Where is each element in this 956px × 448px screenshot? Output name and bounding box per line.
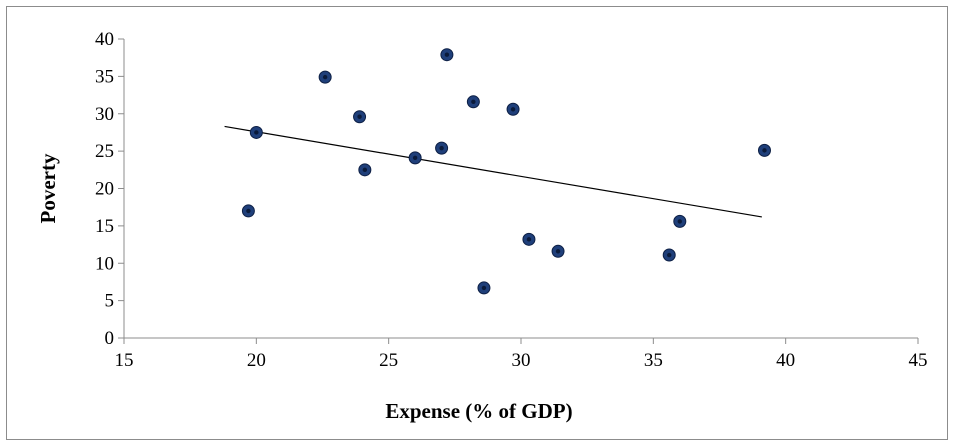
data-point [477,281,491,295]
data-point [551,244,565,258]
data-point [353,110,367,124]
data-point-center [412,155,418,161]
data-point-center [362,167,368,173]
data-point-center [357,114,362,119]
data-point-center [555,249,561,254]
data-point [673,214,687,228]
y-tick-label: 10 [95,253,114,274]
y-axis-title: Poverty [36,153,60,223]
x-tick-label: 40 [776,350,795,371]
y-tick-label: 35 [95,66,114,87]
x-axis-title: Expense (% of GDP) [385,399,572,423]
data-point [249,125,263,139]
y-tick-label: 15 [95,216,114,237]
x-tick-label: 45 [909,350,928,371]
data-point-center [439,145,444,151]
x-tick-label: 35 [644,350,663,371]
data-point [435,141,449,155]
data-point [522,232,536,246]
y-tick-label: 20 [95,179,114,200]
x-tick-label: 15 [115,350,134,371]
data-point-center [667,252,672,258]
data-point-center [481,285,487,291]
x-tick-label: 25 [379,350,398,371]
data-point-center [677,219,682,224]
data-point [506,102,520,116]
y-tick-label: 25 [95,141,114,162]
y-tick-label: 5 [105,291,115,312]
data-point-center [526,237,532,242]
data-point [466,95,480,109]
data-point-center [762,148,767,153]
data-point [757,143,771,157]
data-point [358,163,372,177]
data-point [408,151,422,165]
y-tick-label: 0 [105,328,115,349]
data-point [318,70,332,84]
data-point-center [444,52,450,57]
x-tick-label: 20 [247,350,266,371]
data-point-center [322,74,328,80]
data-point [241,204,255,218]
data-point-center [510,107,516,112]
y-tick-label: 30 [95,104,114,125]
data-point [440,48,454,62]
x-tick-label: 30 [512,350,531,371]
chart-frame: 0 5 10 15 20 25 30 35 40 15 20 25 30 35 40 45 Expense (%… [6,6,948,440]
trendline [224,125,762,218]
data-point-center [246,208,251,214]
y-tick-label: 40 [95,29,114,50]
data-point [662,248,676,262]
data-point-center [471,99,476,104]
data-point-center [254,130,259,135]
scatter-chart: 0 5 10 15 20 25 30 35 40 15 20 25 30 35 40 45 Expense (%… [36,29,928,423]
